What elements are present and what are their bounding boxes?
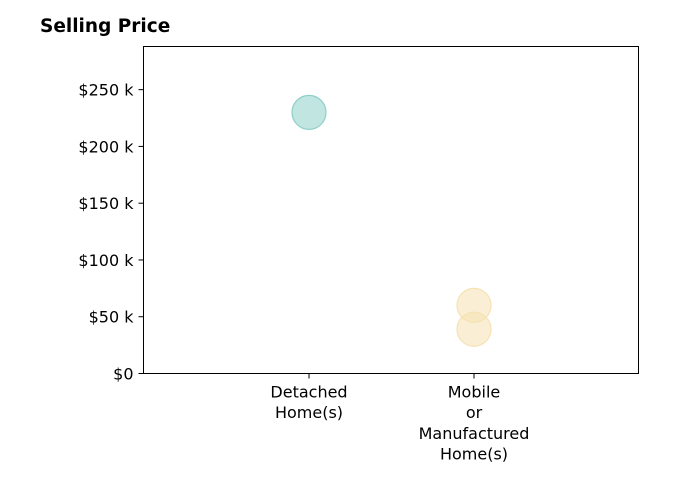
x-tick-label-0-line-1: Home(s) bbox=[275, 403, 343, 422]
x-tick-label-0-line-0: Detached bbox=[270, 383, 347, 402]
points-layer bbox=[291, 94, 492, 347]
y-axis: $0 $50 k $100 k $150 k $200 k $250 k bbox=[78, 81, 144, 384]
y-tick-label-4: $200 k bbox=[78, 137, 134, 156]
data-point-2 bbox=[456, 311, 492, 347]
x-tick-label-1-line-0: Mobile bbox=[448, 383, 500, 402]
y-tick-label-3: $150 k bbox=[78, 194, 134, 213]
x-axis: DetachedHome(s)MobileorManufacturedHome(… bbox=[270, 373, 530, 464]
x-tick-label-1-line-3: Home(s) bbox=[440, 445, 508, 464]
y-tick-label-2: $100 k bbox=[78, 251, 134, 270]
y-tick-label-1: $50 k bbox=[89, 308, 135, 327]
y-tick-label-0: $0 bbox=[113, 365, 133, 384]
plot-area bbox=[143, 46, 639, 374]
x-tick-label-1-line-1: or bbox=[466, 403, 483, 422]
y-tick-label-5: $250 k bbox=[78, 81, 134, 100]
chart-title: Selling Price bbox=[40, 16, 171, 37]
x-tick-label-1-line-2: Manufactured bbox=[419, 424, 530, 443]
data-point-0 bbox=[291, 94, 327, 130]
